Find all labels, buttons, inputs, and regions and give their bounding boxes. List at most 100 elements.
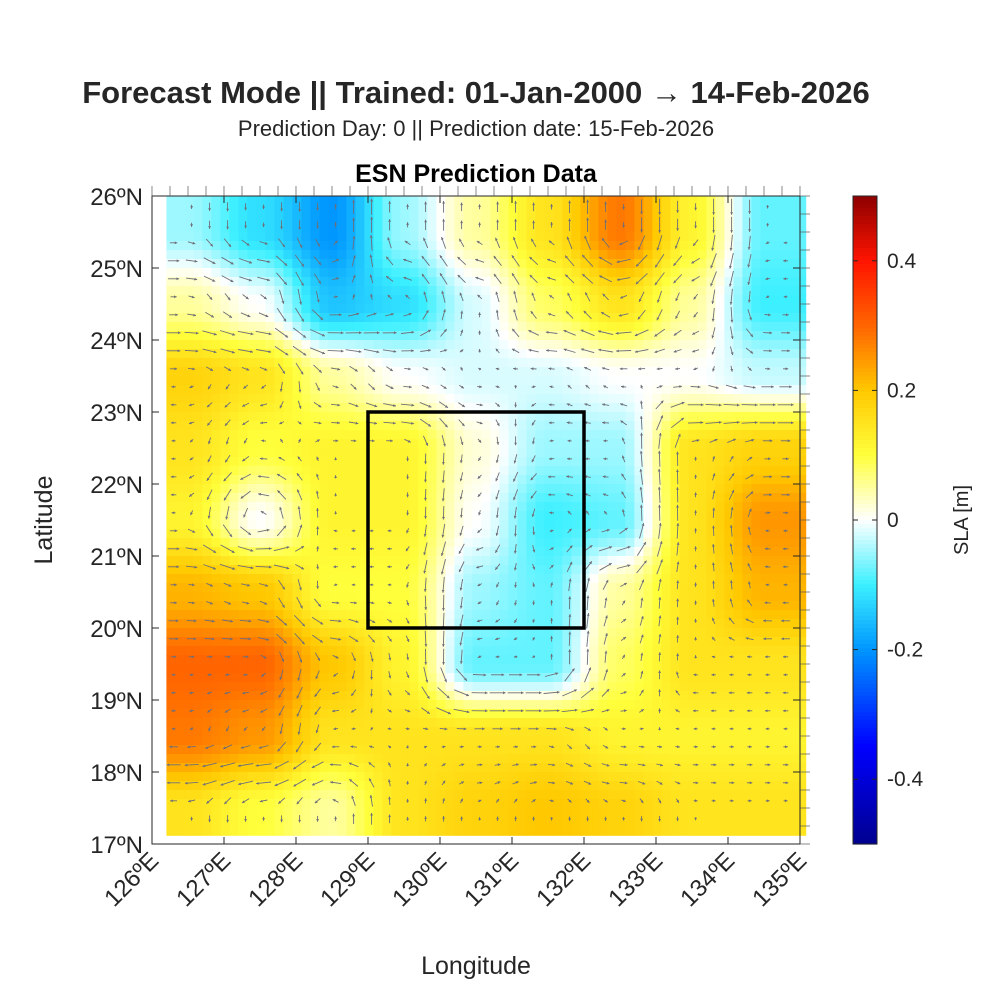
- sla-cell: [301, 538, 312, 548]
- sla-cell: [283, 502, 294, 512]
- sla-cell: [661, 592, 672, 602]
- sla-cell: [355, 673, 366, 683]
- sla-cell: [346, 268, 357, 278]
- sla-cell: [238, 232, 249, 242]
- sla-cell: [391, 223, 402, 233]
- sla-cell: [499, 547, 510, 557]
- sla-cell: [382, 457, 393, 467]
- sla-cell: [427, 448, 438, 458]
- sla-cell: [355, 745, 366, 755]
- sla-cell: [211, 295, 222, 305]
- sla-cell: [616, 727, 627, 737]
- sla-cell: [175, 547, 186, 557]
- sla-cell: [400, 682, 411, 692]
- sla-cell: [220, 799, 231, 809]
- sla-cell: [742, 583, 753, 593]
- sla-cell: [544, 529, 555, 539]
- sla-cell: [589, 475, 600, 485]
- sla-cell: [238, 808, 249, 818]
- sla-cell: [517, 718, 528, 728]
- sla-cell: [652, 475, 663, 485]
- sla-cell: [733, 412, 744, 422]
- sla-cell: [292, 826, 303, 836]
- sla-cell: [697, 475, 708, 485]
- sla-cell: [571, 205, 582, 215]
- sla-cell: [409, 628, 420, 638]
- sla-cell: [598, 637, 609, 647]
- sla-cell: [328, 466, 339, 476]
- sla-cell: [607, 556, 618, 566]
- sla-cell: [382, 619, 393, 629]
- sla-cell: [679, 700, 690, 710]
- sla-cell: [553, 547, 564, 557]
- sla-cell: [184, 259, 195, 269]
- sla-cell: [265, 331, 276, 341]
- sla-cell: [535, 349, 546, 359]
- sla-cell: [589, 502, 600, 512]
- sla-cell: [382, 268, 393, 278]
- sla-cell: [301, 241, 312, 251]
- sla-cell: [409, 727, 420, 737]
- sla-cell: [175, 403, 186, 413]
- sla-cell: [346, 250, 357, 260]
- sla-cell: [211, 826, 222, 836]
- sla-cell: [562, 466, 573, 476]
- sla-cell: [202, 484, 213, 494]
- sla-cell: [301, 313, 312, 323]
- sla-cell: [238, 781, 249, 791]
- sla-cell: [166, 223, 177, 233]
- sla-cell: [499, 466, 510, 476]
- sla-cell: [508, 628, 519, 638]
- sla-cell: [742, 439, 753, 449]
- sla-cell: [409, 655, 420, 665]
- sla-cell: [175, 448, 186, 458]
- sla-cell: [166, 547, 177, 557]
- sla-cell: [517, 322, 528, 332]
- sla-cell: [283, 286, 294, 296]
- sla-cell: [337, 691, 348, 701]
- sla-cell: [310, 754, 321, 764]
- sla-cell: [553, 286, 564, 296]
- sla-cell: [634, 718, 645, 728]
- sla-cell: [256, 331, 267, 341]
- sla-cell: [760, 502, 771, 512]
- sla-cell: [544, 223, 555, 233]
- sla-cell: [490, 601, 501, 611]
- sla-cell: [679, 484, 690, 494]
- sla-cell: [193, 511, 204, 521]
- sla-cell: [166, 313, 177, 323]
- sla-cell: [211, 313, 222, 323]
- sla-cell: [715, 376, 726, 386]
- sla-cell: [535, 745, 546, 755]
- sla-cell: [508, 250, 519, 260]
- sla-cell: [409, 322, 420, 332]
- sla-cell: [643, 286, 654, 296]
- sla-cell: [337, 817, 348, 827]
- sla-cell: [346, 556, 357, 566]
- sla-cell: [769, 520, 780, 530]
- sla-cell: [427, 259, 438, 269]
- sla-cell: [526, 754, 537, 764]
- sla-cell: [418, 700, 429, 710]
- sla-cell: [787, 637, 798, 647]
- sla-cell: [679, 376, 690, 386]
- sla-cell: [499, 448, 510, 458]
- sla-cell: [373, 214, 384, 224]
- sla-cell: [742, 808, 753, 818]
- sla-cell: [175, 223, 186, 233]
- sla-cell: [229, 295, 240, 305]
- sla-cell: [751, 205, 762, 215]
- sla-cell: [616, 655, 627, 665]
- sla-cell: [724, 259, 735, 269]
- sla-cell: [760, 619, 771, 629]
- sla-cell: [670, 457, 681, 467]
- sla-cell: [265, 619, 276, 629]
- sla-cell: [202, 304, 213, 314]
- sla-cell: [481, 745, 492, 755]
- sla-cell: [229, 808, 240, 818]
- sla-cell: [490, 556, 501, 566]
- sla-cell: [499, 601, 510, 611]
- sla-cell: [463, 394, 474, 404]
- sla-cell: [184, 637, 195, 647]
- sla-cell: [616, 457, 627, 467]
